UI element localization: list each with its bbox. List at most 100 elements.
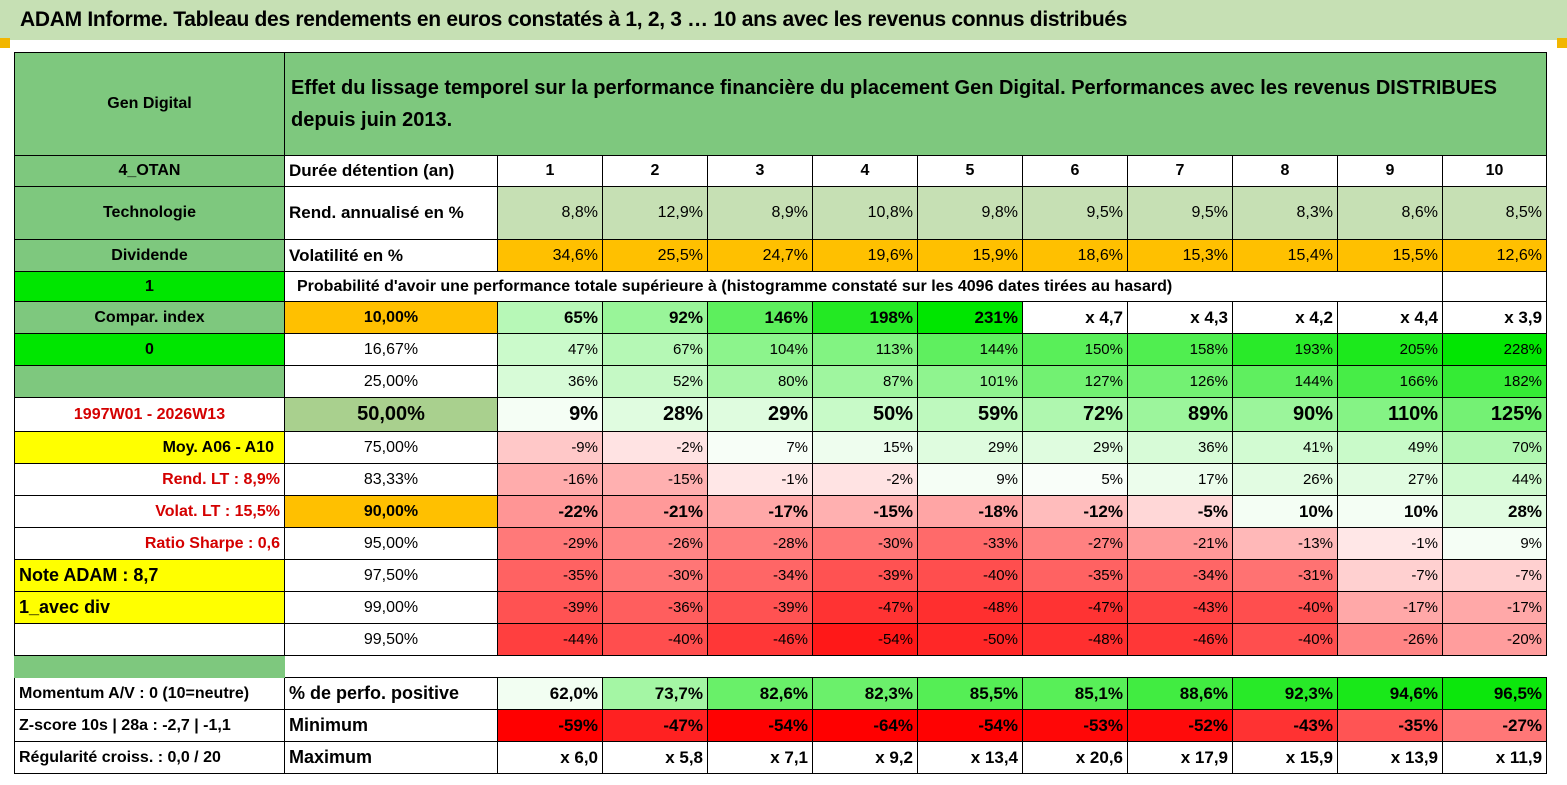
value-cell: 10 (1441, 155, 1548, 187)
row-left-label: Rend. LT : 8,9% (14, 463, 285, 496)
value-cell: 15,4% (1232, 239, 1338, 272)
value-cell: 24,7% (707, 239, 813, 272)
value-cell: x 4,4 (1337, 301, 1443, 334)
value-cell: 82,3% (812, 677, 918, 710)
value-cell: -29% (497, 527, 603, 560)
description-cell: Effet du lissage temporel sur la perform… (283, 52, 1548, 156)
value-cell: -26% (1337, 623, 1443, 656)
value-cell: 85,5% (917, 677, 1023, 710)
value-cell: 8,9% (707, 186, 813, 240)
value-cell: -40% (1232, 591, 1338, 624)
quantile-row: Note ADAM : 8,7 97,50% -35% -30% -34% -39% -40… (14, 559, 1548, 592)
value-cell: -13% (1232, 527, 1338, 560)
value-cell: 34,6% (497, 239, 603, 272)
value-cell: -43% (1127, 591, 1233, 624)
row-left-label: 1997W01 - 2026W13 (14, 397, 285, 432)
value-cell: 3 (707, 155, 813, 187)
value-cell: x 11,9 (1441, 741, 1548, 774)
quantile-label: 25,00% (284, 365, 498, 398)
value-cell: 9% (917, 463, 1023, 496)
value-cell: -34% (1127, 559, 1233, 592)
value-cell: 62,0% (497, 677, 603, 710)
value-cell: -35% (497, 559, 603, 592)
value-cell: -46% (707, 623, 813, 656)
value-cell: 94,6% (1337, 677, 1443, 710)
probability-header: Probabilité d'avoir une performance tota… (284, 271, 1443, 302)
value-cell: 8 (1232, 155, 1338, 187)
value-cell: 92,3% (1232, 677, 1338, 710)
value-cell: -21% (1127, 527, 1233, 560)
value-cell: x 15,9 (1232, 741, 1338, 774)
value-cell: x 13,4 (917, 741, 1023, 774)
row-left-label: Z-score 10s | 28a : -2,7 | -1,1 (14, 709, 285, 742)
value-cell: 85,1% (1022, 677, 1128, 710)
value-cell: -43% (1232, 709, 1338, 742)
row-left-label: 4_OTAN (14, 155, 285, 187)
value-cell: -5% (1127, 495, 1233, 528)
title-bar: ADAM Informe. Tableau des rendements en … (0, 0, 1567, 40)
quantile-row: 1_avec div 99,00% -39% -36% -39% -47% -48% -47%… (14, 591, 1548, 624)
value-cell: x 20,6 (1022, 741, 1128, 774)
quantile-label: 95,00% (284, 527, 498, 560)
value-cell: 89% (1127, 397, 1233, 432)
value-cell: x 13,9 (1337, 741, 1443, 774)
value-cell: x 4,7 (1022, 301, 1128, 334)
row-left-label: Dividende (14, 239, 285, 272)
value-cell: -39% (812, 559, 918, 592)
quantile-label: 10,00% (284, 301, 498, 334)
value-cell: -17% (707, 495, 813, 528)
value-cell: 18,6% (1022, 239, 1128, 272)
value-cell: 205% (1337, 333, 1443, 366)
value-cell: x 17,9 (1127, 741, 1233, 774)
value-cell: 36% (1127, 431, 1233, 464)
quantile-row: 1997W01 - 2026W13 50,00% 9% 28% 29% 50% 59% 72%… (14, 397, 1548, 432)
value-cell: -54% (917, 709, 1023, 742)
value-cell: -47% (812, 591, 918, 624)
row-left-label: Moy. A06 - A10 (14, 431, 285, 464)
value-cell: -35% (1022, 559, 1128, 592)
row-label: Durée détention (an) (284, 155, 498, 187)
value-cell: 72% (1022, 397, 1128, 432)
value-cell: 15,9% (917, 239, 1023, 272)
spacer-cell (14, 655, 285, 678)
value-cell: 166% (1337, 365, 1443, 398)
value-cell: 228% (1441, 333, 1548, 366)
value-cell: 28% (1441, 495, 1548, 528)
value-cell: -44% (497, 623, 603, 656)
row-left-label: Ratio Sharpe : 0,6 (14, 527, 285, 560)
value-cell: 41% (1232, 431, 1338, 464)
value-cell: -39% (707, 591, 813, 624)
fund-name-cell: Gen Digital (14, 52, 285, 156)
value-cell: 2 (602, 155, 708, 187)
value-cell: 73,7% (602, 677, 708, 710)
value-cell: -15% (602, 463, 708, 496)
quantile-label: 83,33% (284, 463, 498, 496)
quantile-row: Moy. A06 - A10 75,00% -9% -2% 7% 15% 29% 29% 36%… (14, 431, 1548, 464)
value-cell: 144% (1232, 365, 1338, 398)
value-cell: 182% (1441, 365, 1548, 398)
summary-row: Momentum A/V : 0 (10=neutre)% de perfo. … (14, 677, 1548, 710)
value-cell: 28% (602, 397, 708, 432)
value-cell: 9,8% (917, 186, 1023, 240)
row-duration: 4_OTAN Durée détention (an) 1 2 3 4 5 6 7 8 9 10 (14, 155, 1548, 187)
value-cell: -2% (602, 431, 708, 464)
value-cell: 9,5% (1127, 186, 1233, 240)
value-cell: 17% (1127, 463, 1233, 496)
value-cell: 90% (1232, 397, 1338, 432)
quantile-row: 25,00% 36% 52% 80% 87% 101% 127% 126% 144% 166% 18… (14, 365, 1548, 398)
value-cell: -15% (812, 495, 918, 528)
value-cell: 193% (1232, 333, 1338, 366)
value-cell: 15,3% (1127, 239, 1233, 272)
value-cell: 113% (812, 333, 918, 366)
value-cell: 10% (1337, 495, 1443, 528)
value-cell: 1 (497, 155, 603, 187)
value-cell: 110% (1337, 397, 1443, 432)
value-cell: 146% (707, 301, 813, 334)
quantile-row: 0 16,67% 47% 67% 104% 113% 144% 150% 158% 193% 205… (14, 333, 1548, 366)
corner-marker (0, 38, 10, 48)
row-left-label: Compar. index (14, 301, 285, 334)
value-cell: 7% (707, 431, 813, 464)
row-label: Rend. annualisé en % (284, 186, 498, 240)
value-cell: -7% (1337, 559, 1443, 592)
value-cell: -9% (497, 431, 603, 464)
